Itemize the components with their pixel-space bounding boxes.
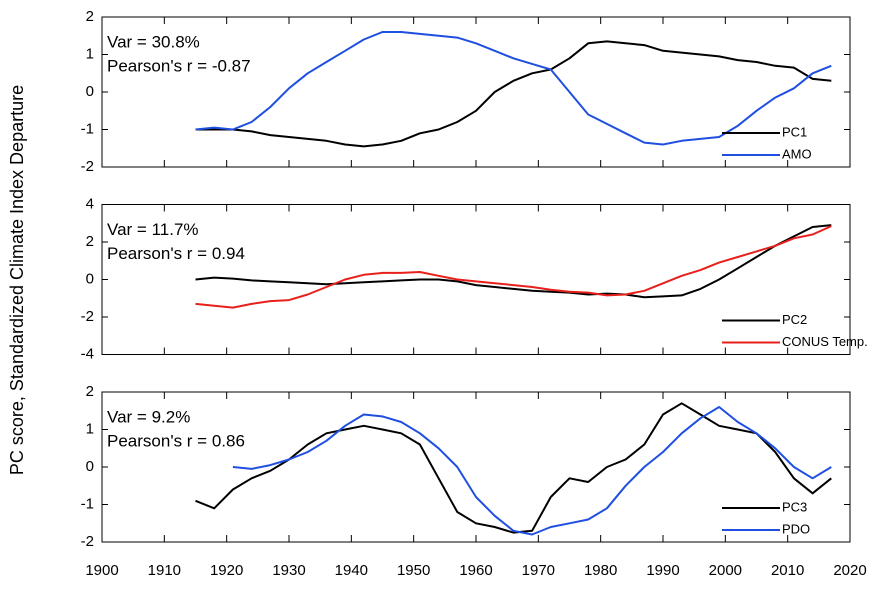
x-tick-label: 1960 bbox=[459, 562, 492, 579]
x-tick-label: 1920 bbox=[210, 562, 243, 579]
y-tick-label: 0 bbox=[86, 83, 94, 100]
legend-label: PC3 bbox=[782, 499, 807, 514]
legend-label: AMO bbox=[782, 146, 812, 161]
plot-frame bbox=[101, 391, 851, 543]
annotation: Pearson's r = -0.87 bbox=[107, 56, 251, 75]
y-tick-label: 1 bbox=[86, 420, 94, 437]
series-line bbox=[195, 224, 832, 299]
legend-label: PDO bbox=[782, 521, 810, 536]
series-line bbox=[195, 40, 832, 148]
x-tick-label: 2000 bbox=[709, 562, 742, 579]
y-tick-label: -2 bbox=[81, 158, 94, 175]
series-line bbox=[195, 31, 832, 146]
y-tick-label: -1 bbox=[81, 120, 94, 137]
annotation: Pearson's r = 0.94 bbox=[107, 244, 245, 263]
y-tick-label: -4 bbox=[81, 345, 94, 362]
y-tick-label: 1 bbox=[86, 45, 94, 62]
y-tick-label: 2 bbox=[86, 233, 94, 250]
y-tick-label: 0 bbox=[86, 458, 94, 475]
y-tick-label: 2 bbox=[86, 8, 94, 25]
x-tick-label: 2020 bbox=[833, 562, 866, 579]
annotation: Var = 9.2% bbox=[107, 407, 190, 426]
y-tick-label: -2 bbox=[81, 308, 94, 325]
x-tick-label: 1990 bbox=[646, 562, 679, 579]
y-tick-label: 2 bbox=[86, 383, 94, 400]
x-tick-label: 1910 bbox=[148, 562, 181, 579]
x-tick-label: 1900 bbox=[85, 562, 118, 579]
plot-frame bbox=[101, 16, 851, 168]
series-line bbox=[195, 225, 832, 309]
y-axis-label: PC score, Standardized Climate Index Dep… bbox=[7, 85, 27, 475]
x-tick-label: 1940 bbox=[335, 562, 368, 579]
legend-label: CONUS Temp. bbox=[782, 334, 868, 349]
y-tick-label: -2 bbox=[81, 533, 94, 550]
x-tick-label: 1970 bbox=[522, 562, 555, 579]
annotation: Var = 11.7% bbox=[107, 220, 199, 239]
x-tick-label: 1950 bbox=[397, 562, 430, 579]
legend-label: PC1 bbox=[782, 124, 807, 139]
x-tick-label: 1930 bbox=[272, 562, 305, 579]
annotation: Var = 30.8% bbox=[107, 32, 200, 51]
legend-label: PC2 bbox=[782, 312, 807, 327]
x-tick-label: 2010 bbox=[771, 562, 804, 579]
annotation: Pearson's r = 0.86 bbox=[107, 431, 245, 450]
plot-frame bbox=[101, 204, 851, 355]
x-tick-label: 1980 bbox=[584, 562, 617, 579]
series-line bbox=[195, 402, 832, 534]
y-tick-label: 0 bbox=[86, 270, 94, 287]
y-tick-label: -1 bbox=[81, 495, 94, 512]
y-tick-label: 4 bbox=[86, 195, 94, 212]
series-line bbox=[232, 406, 832, 536]
